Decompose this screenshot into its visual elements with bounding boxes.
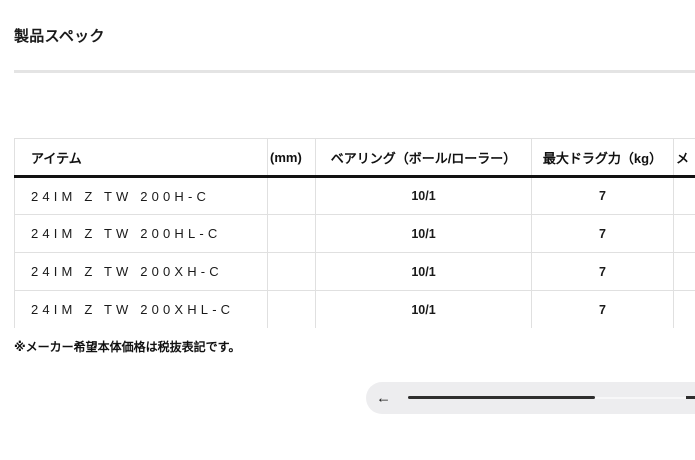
footnote: ※メーカー希望本体価格は税抜表記です。 — [14, 340, 241, 354]
table-row: 24IM Z TW 200HL-C 10/1 7 — [14, 214, 695, 253]
cell-bearing: 10/1 — [315, 176, 532, 215]
table-row: 24IM Z TW 200XH-C 10/1 7 — [14, 252, 695, 291]
cell-extra — [673, 252, 695, 291]
cell-drag: 7 — [531, 252, 674, 291]
cell-extra — [673, 214, 695, 253]
spec-table: アイテム (mm) ベアリング（ボール/ローラー） 最大ドラグ力（kg） メ 2… — [14, 138, 695, 328]
cell-bearing: 10/1 — [315, 252, 532, 291]
cell-mm — [267, 214, 316, 253]
col-header-bearing: ベアリング（ボール/ローラー） — [315, 138, 532, 178]
cell-mm — [267, 290, 316, 328]
scrollbar-thumb[interactable] — [408, 396, 595, 399]
section-divider — [14, 70, 695, 73]
cell-drag: 7 — [531, 290, 674, 328]
cell-item: 24IM Z TW 200XH-C — [14, 252, 268, 291]
scrollbar-right-fragment — [686, 396, 695, 399]
col-header-max-drag: 最大ドラグ力（kg） — [531, 138, 674, 178]
cell-item: 24IM Z TW 200H-C — [14, 176, 268, 215]
scrollbar-track[interactable] — [408, 396, 695, 399]
col-header-next-clipped: メ — [673, 138, 695, 178]
table-row: 24IM Z TW 200XHL-C 10/1 7 — [14, 290, 695, 328]
col-header-mm-clipped: (mm) — [267, 138, 316, 178]
spec-table-viewport[interactable]: アイテム (mm) ベアリング（ボール/ローラー） 最大ドラグ力（kg） メ 2… — [14, 138, 695, 328]
cell-mm — [267, 176, 316, 215]
cell-bearing: 10/1 — [315, 214, 532, 253]
horizontal-scrollbar[interactable]: ← — [366, 382, 695, 414]
page-title: 製品スペック — [14, 28, 105, 45]
scroll-left-arrow-icon[interactable]: ← — [376, 389, 391, 407]
cell-mm — [267, 252, 316, 291]
cell-item: 24IM Z TW 200XHL-C — [14, 290, 268, 328]
cell-item: 24IM Z TW 200HL-C — [14, 214, 268, 253]
cell-extra — [673, 176, 695, 215]
cell-drag: 7 — [531, 214, 674, 253]
cell-extra — [673, 290, 695, 328]
cell-drag: 7 — [531, 176, 674, 215]
table-row: 24IM Z TW 200H-C 10/1 7 — [14, 176, 695, 215]
col-header-item: アイテム — [14, 138, 268, 178]
table-header-row: アイテム (mm) ベアリング（ボール/ローラー） 最大ドラグ力（kg） メ — [14, 138, 695, 178]
cell-bearing: 10/1 — [315, 290, 532, 328]
